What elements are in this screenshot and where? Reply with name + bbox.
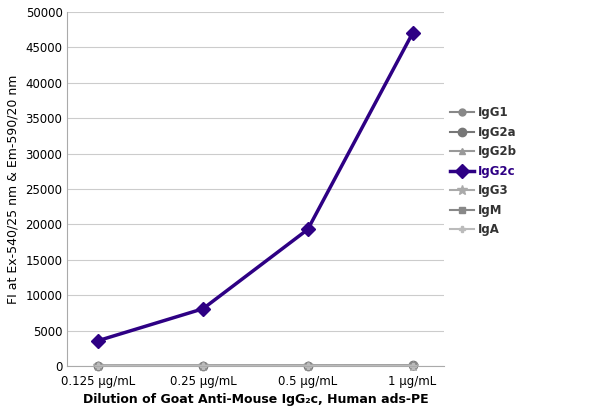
Y-axis label: FI at Ex-540/25 nm & Em-590/20 nm: FI at Ex-540/25 nm & Em-590/20 nm [7,74,20,304]
Legend: IgG1, IgG2a, IgG2b, IgG2c, IgG3, IgM, IgA: IgG1, IgG2a, IgG2b, IgG2c, IgG3, IgM, Ig… [450,107,517,236]
X-axis label: Dilution of Goat Anti-Mouse IgG₂c, Human ads-PE: Dilution of Goat Anti-Mouse IgG₂c, Human… [83,393,428,406]
